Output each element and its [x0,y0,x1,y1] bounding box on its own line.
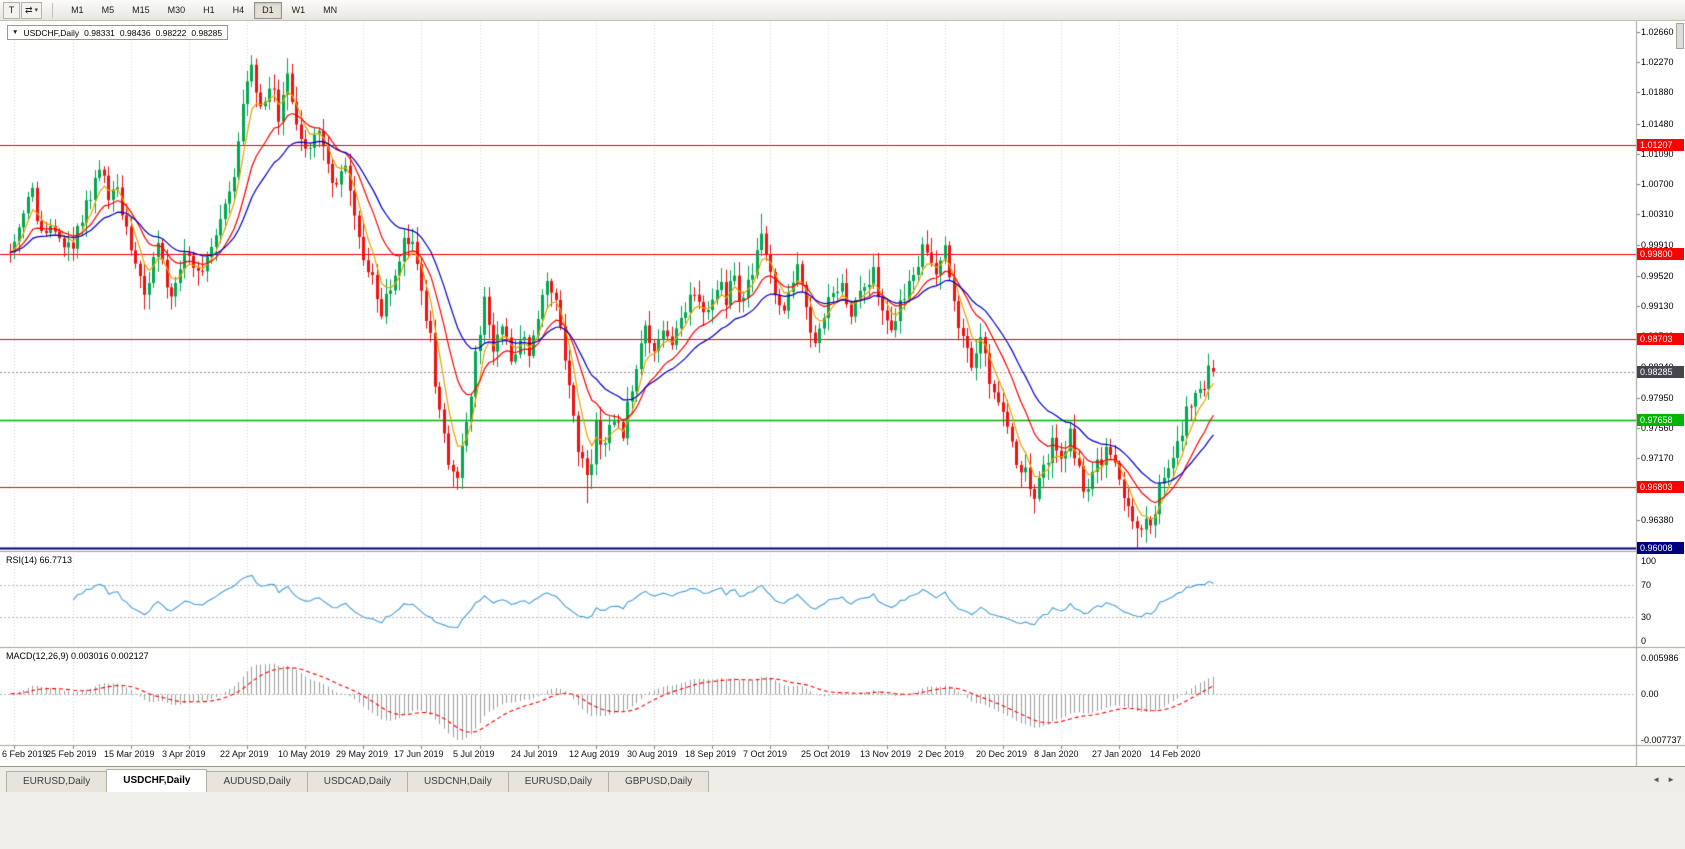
date-axis-label: 15 Mar 2019 [104,749,155,759]
timeframe-button-m15[interactable]: M15 [132,5,150,15]
macd-indicator-title: MACD(12,26,9) 0.003016 0.002127 [6,651,149,661]
chart-arrange-button[interactable]: ⇄ ▾ [21,1,43,19]
date-axis-label: 5 Jul 2019 [453,749,495,759]
date-axis-label: 22 Apr 2019 [220,749,269,759]
tab-scroll-right-icon[interactable]: ► [1667,775,1675,784]
timeframe-button-m30[interactable]: M30 [167,5,186,15]
date-axis-label: 27 Jan 2020 [1092,749,1142,759]
text-tool-label: T [8,5,15,15]
price-axis-label: 1.02660 [1641,26,1674,37]
price-axis-label: 1.01880 [1641,87,1674,98]
chart-scrollbar-thumb[interactable] [1676,23,1684,49]
status-area [0,792,1685,849]
chart-tab-6[interactable]: GBPUSD,Daily [607,771,710,792]
chevron-down-icon: ▾ [34,7,39,14]
timeframe-button-h1[interactable]: H1 [203,5,215,15]
text-tool-button[interactable]: T [3,1,20,19]
price-axis-label: 0.99910 [1641,240,1674,251]
date-axis-label: 30 Aug 2019 [627,749,678,759]
price-axis-label: 0.96380 [1641,514,1674,525]
price-axis-label: 0.97170 [1641,453,1674,464]
date-axis-label: 8 Jan 2020 [1034,749,1079,759]
top-toolbar: T ⇄ ▾ M1 M5 M15 M30 H1 H4 D1 W1 MN [0,0,1685,21]
chart-symbol: USDCHF,Daily [23,27,80,38]
current-price-badge: 0.98285 [1637,366,1684,378]
price-axis-label: 0.99520 [1641,270,1674,281]
price-level-badge: 0.98703 [1637,333,1684,345]
date-axis-label: 25 Feb 2019 [46,749,97,759]
chart-tab-4[interactable]: USDCNH,Daily [406,771,509,792]
ohlc-open: 0.98331 [84,27,115,38]
macd-axis-label: 0.005986 [1641,653,1679,663]
timeframe-button-w1[interactable]: W1 [291,5,306,15]
arrange-icon: ⇄ [25,4,33,15]
ohlc-high: 0.98436 [119,27,151,38]
chart-tab-3[interactable]: USDCAD,Daily [306,771,408,792]
date-axis-label: 17 Jun 2019 [394,749,444,759]
date-axis-label: 29 May 2019 [336,749,389,759]
price-axis-label: 0.99130 [1641,301,1674,311]
date-axis-label: 2 Dec 2019 [918,749,965,759]
price-axis-label: 1.02270 [1641,57,1674,68]
tab-scroll-arrows: ◄ ► [1652,775,1675,784]
chart-tab-2[interactable]: AUDUSD,Daily [206,771,308,792]
timeframe-button-m5[interactable]: M5 [101,5,115,15]
price-chart-canvas[interactable] [0,0,1685,766]
date-axis-label: 12 Aug 2019 [569,749,620,759]
date-axis-label: 18 Sep 2019 [685,749,737,759]
symbol-dropdown-icon: ▼ [12,29,19,36]
price-level-badge: 1.01207 [1637,139,1684,151]
rsi-axis-label: 70 [1641,580,1652,590]
chart-symbol-ohlc: ▼ USDCHF,Daily 0.98331 0.98436 0.98222 0… [7,25,229,40]
price-level-badge: 0.96803 [1637,481,1684,493]
date-axis-label: 10 May 2019 [278,749,331,759]
date-axis-label: 7 Oct 2019 [743,749,788,759]
rsi-axis-label: 100 [1641,556,1657,566]
date-axis-label: 24 Jul 2019 [511,749,558,759]
chart-tab-bar: EURUSD,Daily USDCHF,Daily AUDUSD,Daily USDC… [0,766,1685,792]
rsi-axis-label: 30 [1641,612,1652,622]
date-axis-label: 25 Oct 2019 [801,749,851,759]
date-axis-label: 14 Feb 2020 [1150,749,1201,759]
tab-scroll-left-icon[interactable]: ◄ [1652,775,1661,784]
price-axis-label: 1.00310 [1641,209,1674,220]
timeframe-button-mn[interactable]: MN [323,5,338,15]
ohlc-close: 0.98285 [191,27,223,38]
date-axis-label: 6 Feb 2019 [2,749,48,759]
ohlc-low: 0.98222 [155,27,187,38]
price-axis-label: 0.97560 [1641,422,1674,433]
price-axis-label: 1.01090 [1641,148,1674,159]
chart-tab-5[interactable]: EURUSD,Daily [507,771,609,792]
macd-axis-label: 0.00 [1641,688,1659,699]
timeframe-button-h4[interactable]: H4 [232,5,245,15]
date-axis-label: 3 Apr 2019 [162,749,206,759]
date-axis-label: 20 Dec 2019 [976,749,1028,759]
rsi-indicator-title: RSI(14) 66.7713 [6,555,73,565]
timeframe-button-d1[interactable]: D1 [254,1,282,19]
timeframe-button-m1[interactable]: M1 [71,5,84,15]
price-level-badge: 0.96008 [1637,542,1684,554]
price-axis-label: 0.97950 [1641,392,1674,403]
chart-tab-1[interactable]: USDCHF,Daily [106,769,208,792]
macd-axis-label: -0.007737 [1641,735,1682,745]
price-axis-label: 1.01480 [1641,118,1674,129]
chart-tab-0[interactable]: EURUSD,Daily [6,771,108,792]
price-axis-label: 1.00700 [1641,179,1674,190]
timeframe-toolbar: M1 M5 M15 M30 H1 H4 D1 W1 MN [63,1,345,19]
price-level-badge: 0.97658 [1637,414,1684,426]
rsi-axis-label: 0 [1641,636,1647,646]
toolbar-separator [52,2,54,18]
price-level-badge: 0.99800 [1637,248,1684,260]
date-axis-label: 13 Nov 2019 [860,749,912,759]
